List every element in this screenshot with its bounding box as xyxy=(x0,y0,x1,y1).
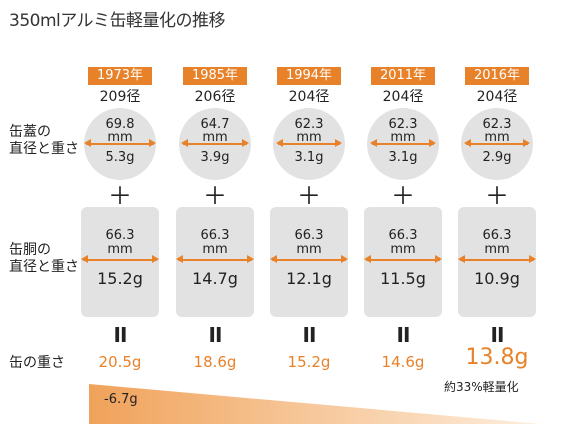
lid-diameter-unit: mm xyxy=(484,130,510,145)
reduction-label: -6.7g xyxy=(104,392,138,407)
body-width-arrow xyxy=(176,256,254,262)
plus-sign: ＋ xyxy=(297,182,321,210)
lid-width-arrow xyxy=(464,140,530,146)
body-diameter-unit: mm xyxy=(202,242,228,257)
plus-sign: ＋ xyxy=(391,182,415,210)
body-diameter: 66.3 mm xyxy=(458,229,536,257)
body-diameter: 66.3 mm xyxy=(81,229,159,257)
reduction-ratio: 約33%軽量化 xyxy=(444,380,519,394)
lid-diameter: 62.3 mm xyxy=(273,118,345,144)
lid-width-arrow xyxy=(370,140,436,146)
can-body: 66.3 mm 12.1g xyxy=(270,207,348,317)
year-badge: 2011年 xyxy=(371,67,435,85)
can-body: 66.3 mm 10.9g xyxy=(458,207,536,317)
body-width-arrow xyxy=(81,256,159,262)
lid-diameter-value: 69.8 xyxy=(105,117,135,132)
plus-sign: ＋ xyxy=(203,182,227,210)
lid-diameter-value: 64.7 xyxy=(200,117,230,132)
lid-diameter-unit: mm xyxy=(202,130,228,145)
total-row-label: 缶の重さ xyxy=(9,355,65,371)
body-diameter-value: 66.3 xyxy=(200,228,230,243)
body-weight: 10.9g xyxy=(474,269,520,288)
equals-sign: II xyxy=(208,323,223,347)
column-1985: 1985年 206径 64.7 mm 3.9g ＋ 66.3 mm 14.7g … xyxy=(168,0,262,434)
column-2011: 2011年 204径 62.3 mm 3.1g ＋ 66.3 mm 11.5g … xyxy=(356,0,450,434)
body-weight: 15.2g xyxy=(97,269,143,288)
lid-weight: 3.1g xyxy=(388,150,418,165)
page-title: 350mlアルミ缶軽量化の推移 xyxy=(9,11,226,31)
body-weight: 12.1g xyxy=(286,269,332,288)
lid-width-arrow xyxy=(181,140,249,146)
total-weight-highlight: 13.8g xyxy=(465,345,529,370)
lid-weight: 5.3g xyxy=(105,150,135,165)
body-diameter-unit: mm xyxy=(484,242,510,257)
diameter-code: 204径 xyxy=(476,89,518,105)
lid-diameter-value: 62.3 xyxy=(388,117,418,132)
body-weight: 14.7g xyxy=(192,269,238,288)
can-body: 66.3 mm 14.7g xyxy=(176,207,254,317)
lid-row-label-line1: 缶蓋の xyxy=(9,124,51,140)
body-width-arrow xyxy=(458,256,536,262)
year-badge: 2016年 xyxy=(465,67,529,85)
year-badge: 1994年 xyxy=(277,67,341,85)
lid-diameter-unit: mm xyxy=(390,130,416,145)
body-diameter-unit: mm xyxy=(390,242,416,257)
lid-weight: 3.1g xyxy=(294,150,324,165)
body-diameter-value: 66.3 xyxy=(482,228,512,243)
total-weight: 20.5g xyxy=(98,353,142,371)
can-body: 66.3 mm 15.2g xyxy=(81,207,159,317)
lid-weight: 3.9g xyxy=(200,150,230,165)
year-badge: 1973年 xyxy=(88,67,152,85)
equals-sign: II xyxy=(302,323,317,347)
can-body: 66.3 mm 11.5g xyxy=(364,207,442,317)
total-weight: 15.2g xyxy=(287,353,331,371)
body-weight: 11.5g xyxy=(380,269,426,288)
column-1994: 1994年 204径 62.3 mm 3.1g ＋ 66.3 mm 12.1g … xyxy=(262,0,356,434)
lid-row-label-line2: 直径と重さ xyxy=(9,141,79,157)
reduction-wedge xyxy=(89,384,541,424)
lid-row-label: 缶蓋の 直径と重さ xyxy=(9,124,79,158)
year-badge: 1985年 xyxy=(183,67,247,85)
lid-width-arrow xyxy=(84,140,156,146)
body-diameter-unit: mm xyxy=(296,242,322,257)
lid-weight: 2.9g xyxy=(482,150,512,165)
diameter-code: 204径 xyxy=(382,89,424,105)
body-row-label-line1: 缶胴の xyxy=(9,242,51,258)
lid-diameter: 69.8 mm xyxy=(84,118,156,144)
lid-diameter-value: 62.3 xyxy=(294,117,324,132)
total-weight: 18.6g xyxy=(193,353,237,371)
lid-diameter-value: 62.3 xyxy=(482,117,512,132)
diameter-code: 206径 xyxy=(194,89,236,105)
reduction-wedge-shape xyxy=(89,384,541,424)
lid-width-arrow xyxy=(276,140,342,146)
body-diameter-value: 66.3 xyxy=(294,228,324,243)
plus-sign: ＋ xyxy=(108,182,132,210)
lid-diameter-unit: mm xyxy=(107,130,133,145)
lid-circle: 62.3 mm 2.9g xyxy=(461,108,533,180)
body-row-label-line2: 直径と重さ xyxy=(9,259,79,275)
body-width-arrow xyxy=(270,256,348,262)
body-diameter: 66.3 mm xyxy=(270,229,348,257)
body-diameter-value: 66.3 xyxy=(388,228,418,243)
total-weight: 14.6g xyxy=(381,353,425,371)
body-row-label: 缶胴の 直径と重さ xyxy=(9,242,79,276)
body-diameter: 66.3 mm xyxy=(176,229,254,257)
body-diameter-value: 66.3 xyxy=(105,228,135,243)
lid-diameter-unit: mm xyxy=(296,130,322,145)
lid-diameter: 64.7 mm xyxy=(179,118,251,144)
column-2016: 2016年 204径 62.3 mm 2.9g ＋ 66.3 mm 10.9g … xyxy=(450,0,544,434)
equals-sign: II xyxy=(490,323,505,347)
plus-sign: ＋ xyxy=(485,182,509,210)
diameter-code: 209径 xyxy=(99,89,141,105)
diameter-code: 204径 xyxy=(288,89,330,105)
body-diameter: 66.3 mm xyxy=(364,229,442,257)
body-diameter-unit: mm xyxy=(107,242,133,257)
equals-sign: II xyxy=(113,323,128,347)
equals-sign: II xyxy=(396,323,411,347)
lid-diameter: 62.3 mm xyxy=(367,118,439,144)
body-width-arrow xyxy=(364,256,442,262)
column-1973: 1973年 209径 69.8 mm 5.3g ＋ 66.3 mm 15.2g … xyxy=(73,0,167,434)
lid-diameter: 62.3 mm xyxy=(461,118,533,144)
